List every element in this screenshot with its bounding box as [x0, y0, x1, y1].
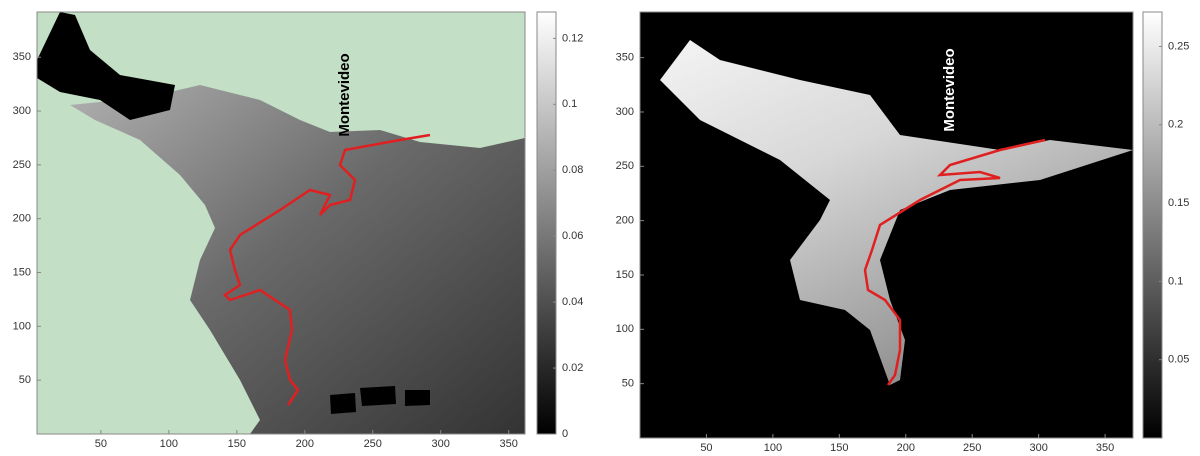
colorbar-tick-label: 0.06: [562, 230, 583, 242]
y-tick-label: 250: [616, 160, 634, 172]
y-tick-label: 300: [616, 106, 634, 118]
x-tick-label: 250: [963, 442, 981, 454]
x-tick-label: 300: [1029, 442, 1047, 454]
x-tick-label: 50: [95, 438, 107, 450]
y-tick-label: 300: [13, 105, 31, 117]
x-tick-label: 50: [700, 442, 712, 454]
x-tick-label: 350: [500, 438, 518, 450]
y-tick-label: 150: [13, 266, 31, 278]
y-tick-label: 200: [616, 215, 634, 227]
y-tick-label: 250: [13, 159, 31, 171]
x-tick-label: 150: [228, 438, 246, 450]
colorbar-tick-label: 0.1: [1168, 275, 1183, 287]
colorbar-tick-label: 0.04: [562, 296, 583, 308]
y-tick-label: 350: [616, 52, 634, 64]
colorbar-tick-label: 0.05: [1168, 354, 1189, 366]
x-tick-label: 100: [764, 442, 782, 454]
colorbar-tick-label: 0.2: [1168, 119, 1183, 131]
y-tick-label: 50: [622, 378, 634, 390]
y-tick-label: 200: [13, 213, 31, 225]
y-tick-label: 150: [616, 269, 634, 281]
annotation: Montevideo: [336, 53, 353, 136]
colorbar-tick-label: 0.25: [1168, 40, 1189, 52]
x-tick-label: 300: [432, 438, 450, 450]
x-tick-label: 100: [160, 438, 178, 450]
y-tick-label: 100: [13, 320, 31, 332]
colorbar: [537, 12, 556, 434]
x-tick-label: 200: [296, 438, 314, 450]
y-tick-label: 100: [616, 323, 634, 335]
x-tick-label: 150: [830, 442, 848, 454]
y-tick-label: 350: [13, 51, 31, 63]
map-image: [37, 12, 525, 434]
annotation: Montevideo: [941, 48, 958, 131]
y-tick-label: 50: [19, 374, 31, 386]
map-image: [640, 12, 1133, 438]
colorbar-tick-label: 0.1: [562, 98, 577, 110]
colorbar: [1143, 12, 1162, 438]
figure: Montevideo Montevideo 50 100 150 200 250 300 3…: [0, 0, 1200, 456]
x-tick-label: 200: [897, 442, 915, 454]
colorbar-tick-label: 0: [562, 428, 568, 440]
x-tick-label: 250: [364, 438, 382, 450]
colorbar-tick-label: 0.02: [562, 362, 583, 374]
colorbar-tick-label: 0.08: [562, 164, 583, 176]
colorbar-tick-label: 0.15: [1168, 197, 1189, 209]
colorbar-tick-label: 0.12: [562, 32, 583, 44]
x-tick-label: 350: [1096, 442, 1114, 454]
